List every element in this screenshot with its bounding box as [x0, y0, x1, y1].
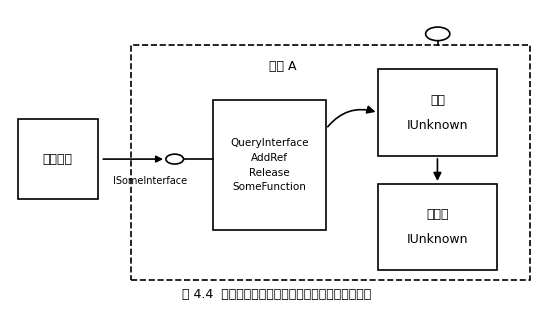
Text: 图 4.4  支持聚合的对象在非聚合方式下的接口示意图: 图 4.4 支持聚合的对象在非聚合方式下的接口示意图 — [182, 288, 371, 301]
Text: 非委托
IUnknown: 非委托 IUnknown — [406, 208, 468, 246]
Circle shape — [166, 154, 184, 164]
FancyBboxPatch shape — [18, 119, 98, 199]
Circle shape — [426, 27, 450, 41]
Text: 对象 A: 对象 A — [269, 60, 296, 73]
Text: ISomeInterface: ISomeInterface — [113, 176, 187, 186]
FancyBboxPatch shape — [213, 100, 326, 230]
Text: 客户程序: 客户程序 — [43, 153, 73, 166]
FancyBboxPatch shape — [378, 69, 497, 156]
FancyBboxPatch shape — [131, 45, 530, 280]
FancyBboxPatch shape — [378, 184, 497, 271]
Text: 委托
IUnknown: 委托 IUnknown — [406, 94, 468, 132]
Text: QueryInterface
AddRef
Release
SomeFunction: QueryInterface AddRef Release SomeFuncti… — [231, 138, 309, 193]
